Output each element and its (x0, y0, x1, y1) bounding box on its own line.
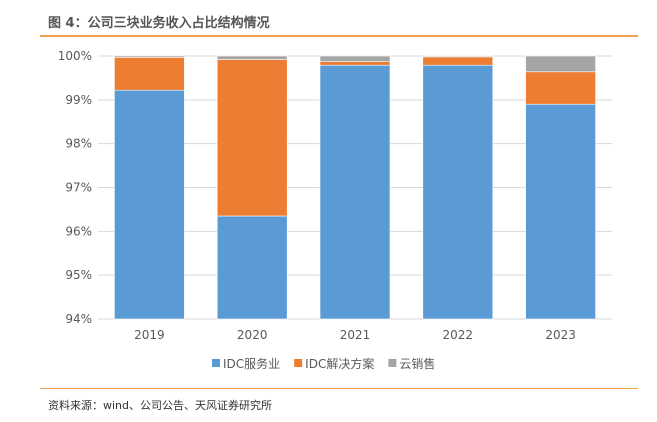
x-tick-label: 2022 (443, 328, 474, 342)
legend-label: IDC解决方案 (305, 356, 374, 371)
y-tick-label: 98% (65, 137, 92, 151)
x-tick-label: 2020 (237, 328, 268, 342)
bar-segment (422, 55, 494, 58)
bar-segment (216, 59, 288, 217)
bar-segment (422, 64, 494, 320)
bar-segment (422, 56, 494, 66)
y-tick-label: 99% (65, 93, 92, 107)
y-tick-label: 95% (65, 268, 92, 282)
stacked-bar-chart: 94% 95% 96% 97% 98% 99% 100% 2019 2020 2021 2022 20… (58, 49, 612, 371)
bar-segment (216, 55, 288, 60)
legend-swatch (212, 359, 220, 367)
footer-divider (40, 388, 638, 389)
legend-label: 云销售 (399, 356, 435, 371)
title-divider (40, 35, 638, 37)
bar-segment (114, 55, 185, 58)
x-tick-label: 2023 (545, 328, 576, 342)
bar-segment (525, 103, 596, 320)
source-note: 资料来源：wind、公司公告、天风证券研究所 (48, 399, 273, 412)
y-tick-label: 96% (65, 224, 92, 238)
legend-swatch (294, 359, 303, 367)
x-tick-label: 2019 (134, 328, 165, 342)
legend-label: IDC服务业 (223, 356, 280, 371)
bar-segment (114, 57, 185, 91)
bar-segment (319, 55, 391, 62)
legend-swatch (388, 359, 397, 367)
bar-segment (216, 215, 288, 320)
bar-segment (319, 64, 391, 320)
y-tick-label: 97% (65, 181, 92, 195)
bar-segment (525, 55, 596, 73)
bar-segment (319, 61, 391, 66)
y-tick-label: 94% (65, 312, 92, 326)
figure-title: 图 4：公司三块业务收入占比结构情况 (48, 16, 270, 31)
bar-segment (525, 71, 596, 105)
bar-segment (114, 89, 185, 320)
y-tick-label: 100% (58, 49, 92, 63)
x-tick-label: 2021 (340, 328, 371, 342)
